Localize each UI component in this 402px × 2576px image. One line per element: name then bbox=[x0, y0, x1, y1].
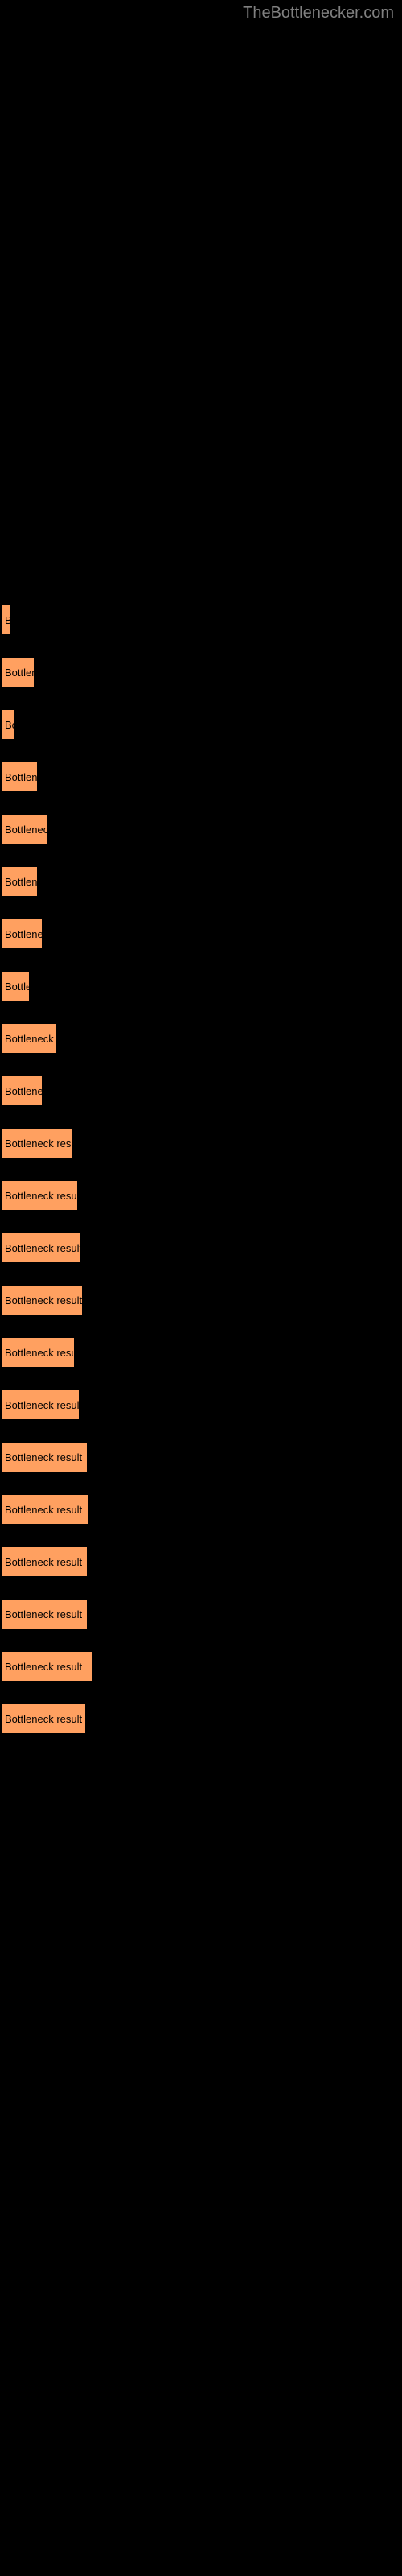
bar-row: Bottleneck result bbox=[0, 1493, 402, 1538]
chart-bar[interactable]: Bottleneck result bbox=[0, 1703, 87, 1735]
bar-row: Bottleneck result bbox=[0, 1441, 402, 1485]
bar-label: Bottleneck r bbox=[5, 1033, 56, 1045]
bar-label: Bottlenec bbox=[5, 928, 42, 940]
bar-row: Bottleneck result bbox=[0, 1179, 402, 1224]
bar-row: Bottleneck r bbox=[0, 1022, 402, 1067]
bar-row: B bbox=[0, 604, 402, 648]
bar-row: Bottleneck result bbox=[0, 1546, 402, 1590]
chart-bar[interactable]: Bottleneck result bbox=[0, 1598, 88, 1630]
bar-label: Bottleneck result bbox=[5, 1504, 82, 1516]
bar-row: Bottleneck result bbox=[0, 1598, 402, 1642]
chart-bar[interactable]: Bo bbox=[0, 708, 16, 741]
chart-bar[interactable]: Bottlene bbox=[0, 865, 39, 898]
bar-label: B bbox=[5, 614, 10, 626]
bar-row: Bottleneck result bbox=[0, 1703, 402, 1747]
bar-row: Bottleneck bbox=[0, 813, 402, 857]
bar-row: Bottleneck resul bbox=[0, 1127, 402, 1171]
chart-bar[interactable]: Bottleneck result bbox=[0, 1441, 88, 1473]
chart-bar[interactable]: Bottleneck result bbox=[0, 1650, 93, 1682]
chart-bar[interactable]: Bottleneck result bbox=[0, 1232, 82, 1264]
chart-bar[interactable]: Bottleneck result bbox=[0, 1284, 84, 1316]
chart-bar[interactable]: Bottlenec bbox=[0, 918, 43, 950]
bar-chart: B Bottlen Bo Bottlene Bottleneck Bottlene Bott… bbox=[0, 0, 402, 1795]
bar-label: Bottlene bbox=[5, 876, 37, 888]
bar-label: Bottlene bbox=[5, 771, 37, 783]
chart-bar[interactable]: Bottleneck result bbox=[0, 1389, 80, 1421]
bar-label: Bottleneck result bbox=[5, 1451, 82, 1463]
bar-label: Bo bbox=[5, 719, 14, 731]
bar-label: Bottleneck result bbox=[5, 1713, 82, 1725]
bar-label: Bottleneck result bbox=[5, 1661, 82, 1673]
bar-label: Bottleneck result bbox=[5, 1399, 79, 1411]
bar-row: Bottleneck result bbox=[0, 1232, 402, 1276]
bar-row: Bottleneck result bbox=[0, 1284, 402, 1328]
chart-bar[interactable]: Bottlene bbox=[0, 761, 39, 793]
chart-bar[interactable]: Bottle bbox=[0, 970, 31, 1002]
bar-label: Bottleneck result bbox=[5, 1294, 82, 1307]
chart-bar[interactable]: Bottleneck resul bbox=[0, 1127, 74, 1159]
bar-row: Bottlenec bbox=[0, 918, 402, 962]
bar-row: Bottleneck result bbox=[0, 1389, 402, 1433]
bar-row: Bottle bbox=[0, 970, 402, 1014]
bar-row: Bottlenec bbox=[0, 1075, 402, 1119]
bar-label: Bottleneck resul bbox=[5, 1347, 74, 1359]
bar-label: Bottleneck bbox=[5, 824, 47, 836]
chart-bar[interactable]: Bottleneck bbox=[0, 813, 48, 845]
bar-label: Bottleneck result bbox=[5, 1242, 80, 1254]
chart-bar[interactable]: Bottlen bbox=[0, 656, 35, 688]
bar-row: Bottlen bbox=[0, 656, 402, 700]
chart-bar[interactable]: Bottlenec bbox=[0, 1075, 43, 1107]
chart-bar[interactable]: Bottleneck resul bbox=[0, 1336, 76, 1368]
bar-label: Bottleneck result bbox=[5, 1190, 77, 1202]
bar-label: Bottleneck result bbox=[5, 1556, 82, 1568]
bar-label: Bottleneck resul bbox=[5, 1137, 72, 1150]
bar-label: Bottlenec bbox=[5, 1085, 42, 1097]
chart-bar[interactable]: Bottleneck r bbox=[0, 1022, 58, 1055]
bar-row: Bottleneck resul bbox=[0, 1336, 402, 1381]
chart-bar[interactable]: Bottleneck result bbox=[0, 1493, 90, 1525]
bar-row: Bottlene bbox=[0, 761, 402, 805]
bar-label: Bottle bbox=[5, 980, 29, 993]
bar-row: Bottleneck result bbox=[0, 1650, 402, 1695]
bar-label: Bottlen bbox=[5, 667, 34, 679]
chart-bar[interactable]: Bottleneck result bbox=[0, 1179, 79, 1212]
chart-bar[interactable]: B bbox=[0, 604, 11, 636]
chart-bar[interactable]: Bottleneck result bbox=[0, 1546, 88, 1578]
bar-row: Bottlene bbox=[0, 865, 402, 910]
bar-label: Bottleneck result bbox=[5, 1608, 82, 1620]
bar-row: Bo bbox=[0, 708, 402, 753]
